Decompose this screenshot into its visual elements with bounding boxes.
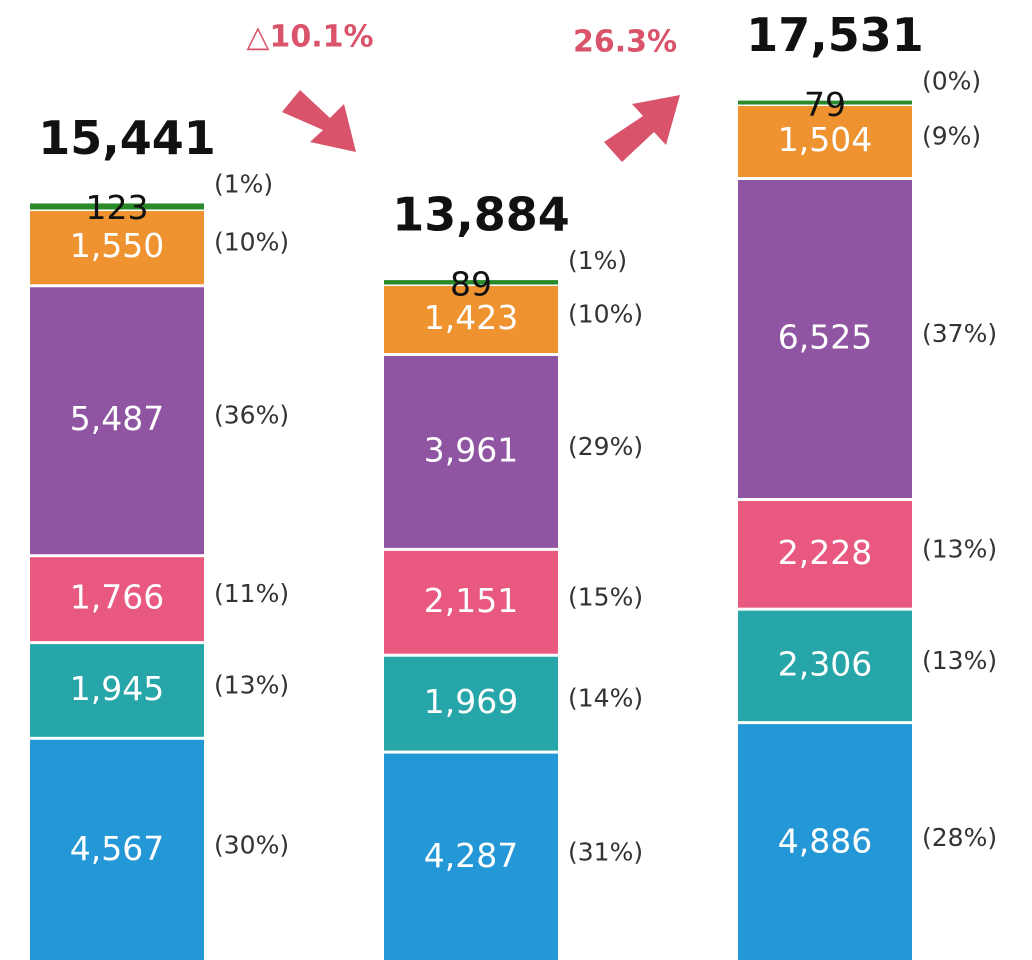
value-label: 1,550	[70, 226, 164, 265]
bar-segment	[738, 106, 912, 178]
arrow	[282, 90, 356, 152]
bar-segment	[384, 550, 558, 654]
percent-label: (36%)	[214, 401, 289, 430]
value-label: 4,567	[70, 829, 164, 868]
percent-label: (1%)	[214, 169, 273, 198]
total-label: 15,441	[38, 111, 216, 165]
bar-segment	[30, 211, 204, 285]
value-label: 4,287	[424, 836, 518, 875]
value-label: 3,961	[424, 430, 518, 469]
bar-segment	[30, 203, 204, 210]
value-label: 4,886	[778, 821, 872, 860]
value-label: 6,525	[778, 318, 872, 357]
bar-segment	[738, 180, 912, 499]
bar-segment	[738, 501, 912, 608]
bar-segment	[30, 644, 204, 737]
percent-label: (14%)	[568, 684, 643, 713]
annotation: △10.1%	[246, 20, 373, 55]
value-label: 79	[804, 85, 846, 124]
annotation: 26.3%	[573, 25, 677, 60]
percent-label: (15%)	[568, 582, 643, 611]
bar-segment	[384, 285, 558, 353]
percent-label: (29%)	[568, 432, 643, 461]
percent-label: (10%)	[568, 299, 643, 328]
percent-label: (10%)	[214, 228, 289, 257]
total-label: 17,531	[746, 8, 924, 62]
value-label: 2,151	[424, 581, 518, 620]
percent-label: (9%)	[922, 122, 981, 151]
bar-segment	[738, 724, 912, 960]
arrow	[604, 95, 680, 162]
bar-segment	[30, 557, 204, 642]
bar-segment	[384, 753, 558, 960]
value-label: 89	[450, 265, 492, 304]
bar-segment	[384, 280, 558, 285]
percent-label: (31%)	[568, 838, 643, 867]
value-label: 1,423	[424, 298, 518, 337]
value-label: 5,487	[70, 399, 164, 438]
value-label: 1,969	[424, 682, 518, 721]
percent-label: (13%)	[214, 670, 289, 699]
total-label: 13,884	[392, 187, 570, 241]
percent-label: (28%)	[922, 823, 997, 852]
bar-segment	[738, 610, 912, 722]
value-label: 2,306	[778, 644, 872, 683]
percent-label: (13%)	[922, 646, 997, 675]
percent-label: (37%)	[922, 319, 997, 348]
bar-segment	[30, 287, 204, 555]
percent-label: (30%)	[214, 831, 289, 860]
bar-segment	[738, 100, 912, 105]
percent-label: (13%)	[922, 534, 997, 563]
percent-label: (11%)	[214, 579, 289, 608]
bar-segment	[384, 656, 558, 751]
value-label: 1,945	[70, 669, 164, 708]
bar-segment	[384, 355, 558, 548]
value-label: 1,504	[778, 120, 872, 159]
percent-label: (0%)	[922, 67, 981, 96]
value-label: 1,766	[70, 578, 164, 617]
bar-segment	[30, 739, 204, 960]
value-label: 2,228	[778, 533, 872, 572]
value-label: 123	[86, 188, 149, 227]
percent-label: (1%)	[568, 246, 627, 275]
